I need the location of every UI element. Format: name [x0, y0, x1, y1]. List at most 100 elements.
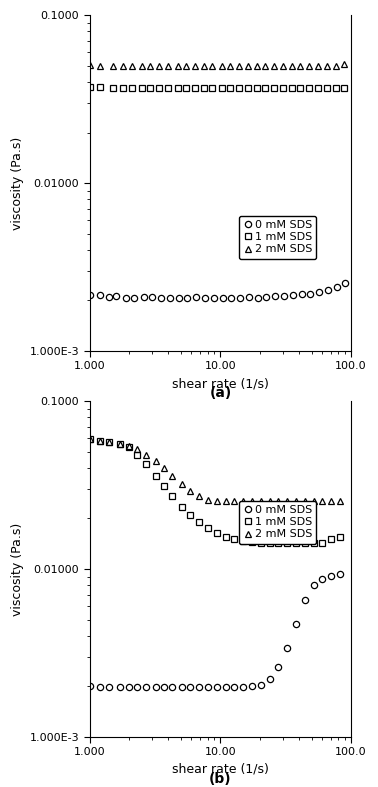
0 mM SDS: [302, 596, 307, 605]
2 mM SDS: [107, 438, 111, 447]
0 mM SDS: [338, 570, 342, 579]
1 mM SDS: [188, 510, 193, 519]
2 mM SDS: [175, 61, 180, 70]
0 mM SDS: [317, 287, 321, 297]
2 mM SDS: [272, 61, 276, 70]
1 mM SDS: [281, 83, 285, 93]
2 mM SDS: [148, 61, 152, 70]
1 mM SDS: [153, 471, 158, 480]
1 mM SDS: [130, 83, 134, 93]
2 mM SDS: [202, 61, 206, 70]
2 mM SDS: [98, 61, 102, 70]
1 mM SDS: [215, 529, 219, 538]
0 mM SDS: [329, 571, 333, 581]
2 mM SDS: [342, 60, 347, 69]
0 mM SDS: [276, 663, 281, 672]
1 mM SDS: [175, 83, 180, 93]
1 mM SDS: [202, 83, 206, 93]
1 mM SDS: [276, 538, 281, 548]
2 mM SDS: [302, 496, 307, 505]
1 mM SDS: [311, 538, 316, 548]
Text: (a): (a): [209, 386, 231, 401]
Legend: 0 mM SDS, 1 mM SDS, 2 mM SDS: 0 mM SDS, 1 mM SDS, 2 mM SDS: [239, 501, 316, 544]
1 mM SDS: [329, 534, 333, 544]
1 mM SDS: [210, 83, 215, 93]
0 mM SDS: [285, 643, 290, 652]
1 mM SDS: [316, 83, 320, 93]
0 mM SDS: [264, 292, 269, 301]
2 mM SDS: [193, 61, 197, 70]
Line: 2 mM SDS: 2 mM SDS: [87, 436, 343, 504]
0 mM SDS: [273, 291, 277, 301]
1 mM SDS: [338, 532, 342, 541]
Text: (b): (b): [209, 772, 232, 786]
1 mM SDS: [184, 83, 189, 93]
0 mM SDS: [188, 682, 193, 692]
2 mM SDS: [166, 61, 170, 70]
2 mM SDS: [223, 496, 228, 505]
1 mM SDS: [118, 439, 122, 449]
0 mM SDS: [241, 682, 246, 692]
2 mM SDS: [281, 61, 285, 70]
2 mM SDS: [110, 61, 115, 70]
1 mM SDS: [250, 537, 254, 546]
0 mM SDS: [135, 682, 139, 692]
1 mM SDS: [237, 83, 241, 93]
2 mM SDS: [333, 61, 338, 70]
0 mM SDS: [212, 293, 216, 302]
1 mM SDS: [307, 83, 311, 93]
2 mM SDS: [237, 61, 241, 70]
0 mM SDS: [343, 278, 348, 287]
0 mM SDS: [162, 682, 166, 692]
2 mM SDS: [329, 496, 333, 505]
0 mM SDS: [203, 293, 207, 302]
1 mM SDS: [206, 523, 211, 533]
2 mM SDS: [241, 496, 246, 505]
1 mM SDS: [245, 83, 250, 93]
2 mM SDS: [157, 61, 161, 70]
2 mM SDS: [121, 61, 125, 70]
2 mM SDS: [245, 61, 250, 70]
1 mM SDS: [290, 83, 294, 93]
0 mM SDS: [220, 293, 225, 302]
2 mM SDS: [276, 496, 281, 505]
2 mM SDS: [127, 442, 131, 451]
0 mM SDS: [177, 293, 181, 302]
2 mM SDS: [184, 61, 189, 70]
0 mM SDS: [215, 682, 219, 692]
0 mM SDS: [107, 292, 111, 301]
2 mM SDS: [162, 463, 166, 472]
2 mM SDS: [285, 496, 290, 505]
1 mM SDS: [320, 538, 325, 548]
0 mM SDS: [238, 293, 242, 302]
1 mM SDS: [87, 82, 92, 91]
2 mM SDS: [259, 496, 263, 505]
0 mM SDS: [250, 682, 254, 691]
1 mM SDS: [342, 83, 347, 93]
1 mM SDS: [219, 83, 224, 93]
0 mM SDS: [124, 294, 129, 303]
0 mM SDS: [246, 292, 251, 301]
1 mM SDS: [139, 83, 144, 93]
1 mM SDS: [272, 83, 276, 93]
0 mM SDS: [256, 293, 260, 302]
1 mM SDS: [110, 83, 115, 93]
2 mM SDS: [98, 436, 102, 445]
0 mM SDS: [150, 292, 154, 301]
1 mM SDS: [228, 83, 232, 93]
1 mM SDS: [166, 83, 170, 93]
2 mM SDS: [170, 471, 175, 480]
0 mM SDS: [259, 680, 263, 689]
0 mM SDS: [232, 682, 237, 692]
1 mM SDS: [294, 538, 298, 548]
Line: 2 mM SDS: 2 mM SDS: [87, 61, 347, 68]
2 mM SDS: [135, 445, 139, 454]
2 mM SDS: [118, 439, 122, 449]
1 mM SDS: [148, 83, 152, 93]
0 mM SDS: [197, 682, 201, 692]
2 mM SDS: [180, 479, 184, 489]
2 mM SDS: [197, 492, 201, 501]
2 mM SDS: [254, 61, 259, 70]
0 mM SDS: [158, 293, 163, 302]
2 mM SDS: [228, 61, 232, 70]
